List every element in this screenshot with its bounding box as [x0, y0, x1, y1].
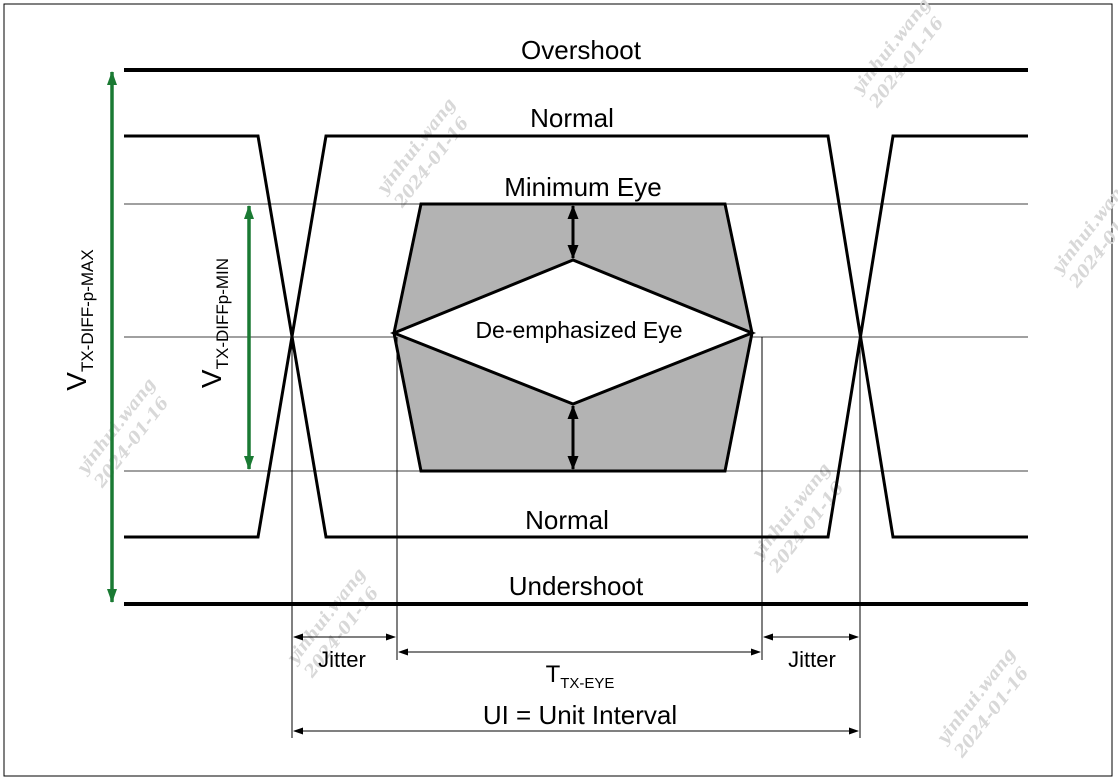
overshoot-label: Overshoot — [521, 35, 642, 65]
deemphasized-eye-region — [389, 258, 757, 406]
waveform-normal-bottom — [124, 134, 1028, 539]
teye-label: TTX-EYE — [546, 661, 615, 692]
vmin-label: VTX-DIFFp-MIN — [196, 258, 232, 388]
ui-label: UI = Unit Interval — [483, 700, 677, 730]
vmax-label-sub: TX-DIFF-p-MAX — [78, 249, 97, 372]
vmin-label-sub: TX-DIFFp-MIN — [213, 258, 232, 369]
normal-bottom-label: Normal — [525, 505, 609, 535]
jitter-left-label: Jitter — [318, 647, 366, 672]
waveform-normal-top — [124, 134, 1028, 539]
vmax-label: VTX-DIFF-p-MAX — [61, 249, 97, 390]
figure-border — [3, 3, 1113, 777]
teye-label-sub: TX-EYE — [560, 675, 614, 692]
vmax-label-main: V — [61, 372, 92, 391]
undershoot-label: Undershoot — [509, 571, 644, 601]
deemphasized-eye-label: De-emphasized Eye — [475, 317, 682, 343]
normal-top-label: Normal — [530, 103, 614, 133]
teye-label-main: T — [546, 661, 561, 688]
minimum-eye-label: Minimum Eye — [504, 172, 661, 202]
vmin-label-main: V — [196, 369, 227, 388]
jitter-right-label: Jitter — [788, 647, 836, 672]
